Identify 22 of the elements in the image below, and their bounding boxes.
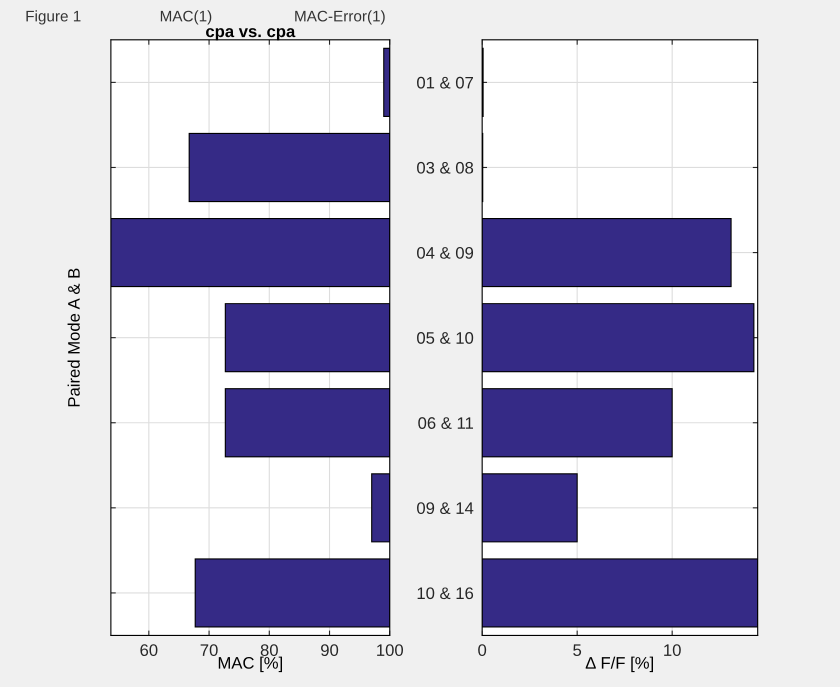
- text: MAC(1): [160, 10, 212, 25]
- x-tick-label: 0: [478, 644, 486, 656]
- y-tick-label: 09 & 14: [417, 502, 474, 514]
- y-tick-label: 03 & 08: [417, 162, 474, 174]
- y-tick-label: 05 & 10: [417, 332, 474, 344]
- caption: Figure 1: [26, 10, 80, 25]
- x-axis-title: ∆ F/F [%]: [586, 656, 653, 672]
- x-tick-label: 90: [321, 644, 338, 656]
- x-tick-label: 5: [573, 644, 582, 656]
- y-tick-label: 10 & 16: [418, 587, 474, 600]
- y-axis-title: Paired Mode A & B: [68, 268, 80, 406]
- y-tick-label: 04 & 09: [417, 246, 474, 259]
- y-tick-label: 06 & 11: [418, 417, 474, 429]
- x-tick-label: 80: [260, 644, 278, 656]
- x-tick-label: 10: [664, 644, 681, 656]
- y-tick-label: 01 & 07: [417, 76, 473, 89]
- text: MAC-Error(1): [295, 10, 385, 25]
- x-axis-title: MAC [%]: [218, 656, 282, 672]
- x-tick-label: 70: [200, 644, 218, 656]
- chart-title: cpa vs. cpa: [206, 28, 296, 41]
- x-tick-label: 100: [377, 644, 404, 656]
- x-tick-label: 60: [140, 644, 158, 656]
